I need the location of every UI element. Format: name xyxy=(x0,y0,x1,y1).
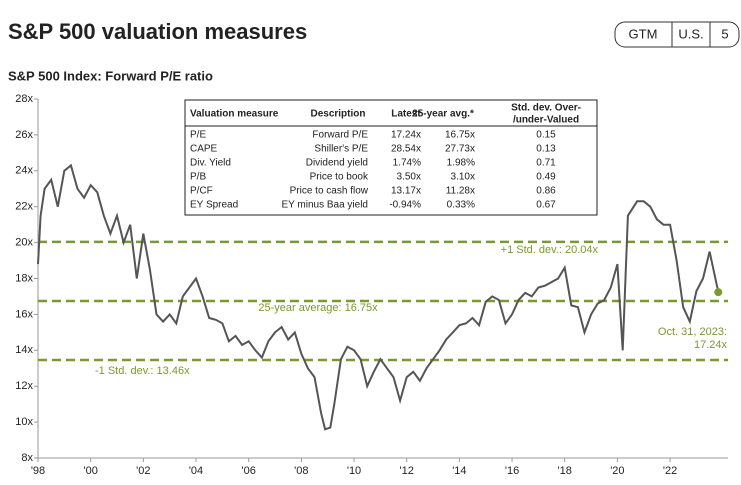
table-cell: 0.15 xyxy=(536,130,556,141)
y-tick-label: 24x xyxy=(15,165,33,177)
table-box xyxy=(184,99,598,216)
annotation: 17.24x xyxy=(694,339,728,351)
table-cell: Dividend yield xyxy=(306,158,368,169)
table-cell: 0.86 xyxy=(536,186,556,197)
table-cell: 17.24x xyxy=(391,130,421,141)
y-tick-label: 26x xyxy=(15,129,33,141)
reference-label: 25-year average: 16.75x xyxy=(258,302,378,314)
table-cell: Price to book xyxy=(310,172,369,183)
table-cell: 0.67 xyxy=(536,200,556,211)
table-cell: Shiller's P/E xyxy=(314,144,368,155)
table-header: /under-Valued xyxy=(513,115,579,126)
table-cell: 0.71 xyxy=(536,158,556,169)
table-cell: 3.10x xyxy=(451,172,475,183)
table-cell: Forward P/E xyxy=(312,130,368,141)
table-cell: Price to cash flow xyxy=(290,186,369,197)
table-cell: 13.17x xyxy=(391,186,421,197)
pe-line xyxy=(37,163,720,431)
table-cell: 27.73x xyxy=(445,144,475,155)
y-tick-label: 28x xyxy=(15,93,33,105)
x-tick-label: '08 xyxy=(294,465,308,477)
reference-label: -1 Std. dev.: 13.46x xyxy=(95,365,190,377)
x-tick-label: '22 xyxy=(663,465,677,477)
table-cell: 28.54x xyxy=(391,144,421,155)
table-cell: 0.13 xyxy=(536,144,556,155)
table-cell: 0.49 xyxy=(536,172,556,183)
y-tick-label: 16x xyxy=(15,308,33,320)
x-tick-label: '10 xyxy=(347,465,361,477)
badge: U.S. xyxy=(678,26,703,41)
table-cell: P/CF xyxy=(190,186,213,197)
reference-label: +1 Std. dev.: 20.04x xyxy=(501,244,599,256)
page-title: S&P 500 valuation measures xyxy=(8,19,307,44)
x-tick-label: '04 xyxy=(189,465,203,477)
y-tick-label: 14x xyxy=(15,344,33,356)
table-cell: 1.98% xyxy=(447,158,475,169)
y-tick-label: 8x xyxy=(21,452,33,464)
table-cell: 3.50x xyxy=(397,172,421,183)
table-cell: 16.75x xyxy=(445,130,475,141)
badge-box xyxy=(614,21,740,48)
x-tick-label: '20 xyxy=(610,465,624,477)
x-tick-label: '18 xyxy=(558,465,572,477)
y-tick-label: 22x xyxy=(15,201,33,213)
table-cell: CAPE xyxy=(190,144,218,155)
table-header: 25-year avg.* xyxy=(412,109,474,120)
badge: GTM xyxy=(629,26,658,41)
table-header: Valuation measure xyxy=(190,109,279,120)
chart-title: S&P 500 Index: Forward P/E ratio xyxy=(8,68,213,83)
badge: 5 xyxy=(721,26,728,41)
x-tick-label: '98 xyxy=(31,465,45,477)
y-tick-label: 10x xyxy=(15,416,33,428)
table-cell: EY minus Baa yield xyxy=(281,200,368,211)
y-tick-label: 20x xyxy=(15,237,33,249)
x-tick-label: '14 xyxy=(452,465,466,477)
x-tick-label: '02 xyxy=(136,465,150,477)
table-header: Std. dev. Over- xyxy=(511,103,581,114)
annotation: Oct. 31, 2023: xyxy=(658,326,727,338)
y-tick-label: 12x xyxy=(15,380,33,392)
x-tick-label: '06 xyxy=(242,465,256,477)
table-cell: 11.28x xyxy=(446,186,475,197)
table-cell: P/E xyxy=(190,130,206,141)
table-cell: Div. Yield xyxy=(190,158,231,169)
table-header: Description xyxy=(310,109,365,120)
table-header: Latest xyxy=(391,109,421,120)
table-cell: P/B xyxy=(190,172,206,183)
x-tick-label: '00 xyxy=(83,465,97,477)
end-marker xyxy=(714,288,723,297)
table-cell: 0.33% xyxy=(447,200,475,211)
x-tick-label: '16 xyxy=(505,465,519,477)
table-cell: 1.74% xyxy=(393,158,421,169)
x-tick-label: '12 xyxy=(400,465,414,477)
table-cell: -0.94% xyxy=(389,200,421,211)
y-tick-label: 18x xyxy=(15,272,33,284)
table-cell: EY Spread xyxy=(190,200,238,211)
